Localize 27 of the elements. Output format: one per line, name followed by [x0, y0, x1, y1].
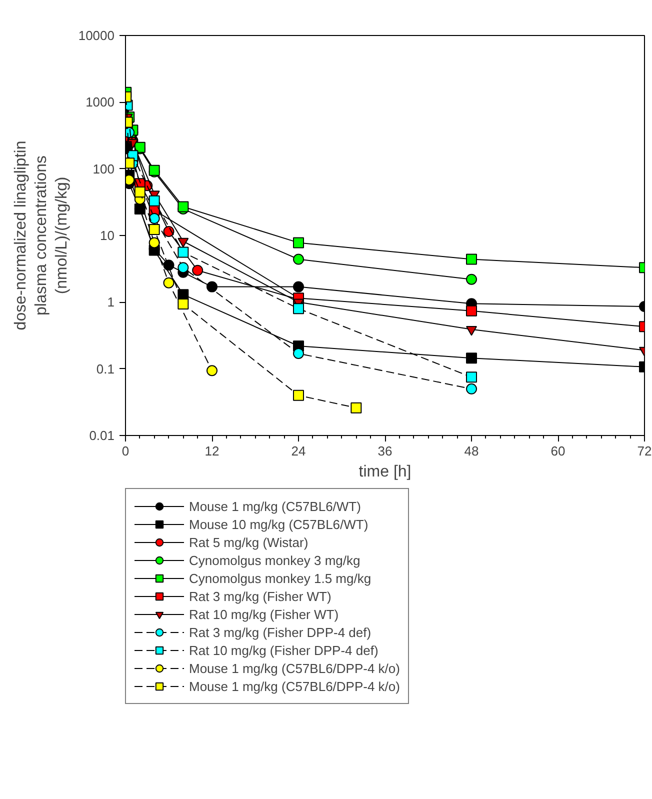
- legend-label: Rat 3 mg/kg (Fisher DPP-4 def): [189, 624, 372, 641]
- x-tick-label: 48: [464, 444, 479, 458]
- legend-label: Mouse 1 mg/kg (C57BL6/DPP-4 k/o): [189, 678, 400, 695]
- legend-label: Mouse 10 mg/kg (C57BL6/WT): [189, 516, 368, 533]
- legend-label: Cynomolgus monkey 1.5 mg/kg: [189, 570, 372, 587]
- y-tick-label: 0.01: [89, 428, 115, 443]
- y-tick-label: 0.1: [96, 361, 115, 376]
- y-tick-label: 1000: [86, 94, 114, 110]
- legend-label: Rat 5 mg/kg (Wistar): [189, 534, 308, 551]
- y-tick-label: 10000: [78, 28, 115, 43]
- legend-label: Rat 3 mg/kg (Fisher WT): [189, 588, 332, 605]
- y-axis-title: dose-normalized linagliptin plasma concentrations (nmol/L)/(mg/kg): [12, 140, 70, 330]
- x-tick-label: 36: [378, 444, 392, 458]
- y-tick-label: 100: [92, 161, 115, 176]
- x-tick-label: 24: [291, 444, 306, 458]
- x-tick-label: 60: [550, 444, 566, 458]
- x-tick-label: 0: [122, 444, 130, 458]
- x-tick-label: 72: [637, 444, 652, 458]
- x-axis-title: time [h]: [358, 464, 412, 480]
- legend-label: Rat 10 mg/kg (Fisher WT): [189, 606, 339, 623]
- legend-label: Mouse 1 mg/kg (C57BL6/WT): [189, 498, 361, 515]
- legend-label: Mouse 1 mg/kg (C57BL6/DPP-4 k/o): [189, 660, 400, 677]
- legend-label: Cynomolgus monkey 3 mg/kg: [189, 552, 360, 569]
- y-tick-label: 10: [100, 228, 115, 243]
- y-tick-label: 1: [107, 294, 115, 310]
- legend-label: Rat 10 mg/kg (Fisher DPP-4 def): [189, 642, 378, 659]
- x-tick-label: 12: [204, 444, 220, 458]
